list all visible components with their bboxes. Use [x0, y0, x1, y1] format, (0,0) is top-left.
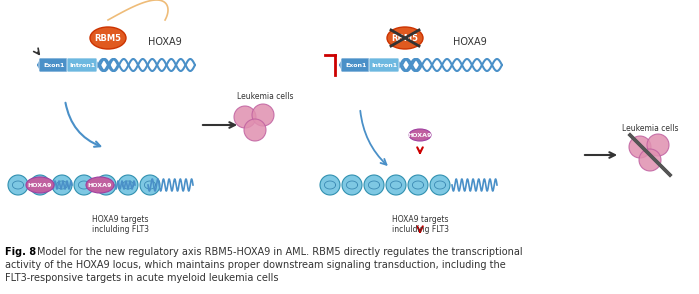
Circle shape	[386, 175, 406, 195]
Text: HOXA9: HOXA9	[408, 133, 432, 138]
Ellipse shape	[86, 177, 114, 193]
Text: Leukemia cells: Leukemia cells	[621, 123, 678, 133]
Circle shape	[320, 175, 340, 195]
Circle shape	[639, 149, 661, 171]
Text: HOXA9 targets: HOXA9 targets	[391, 216, 448, 225]
Circle shape	[140, 175, 160, 195]
Ellipse shape	[90, 27, 126, 49]
Text: inclulding FLT3: inclulding FLT3	[92, 225, 148, 233]
Text: Exon1: Exon1	[43, 63, 65, 68]
Circle shape	[342, 175, 362, 195]
Circle shape	[74, 175, 94, 195]
Text: Fig. 8: Fig. 8	[5, 247, 36, 257]
Text: HOXA9: HOXA9	[88, 183, 112, 188]
Circle shape	[52, 175, 72, 195]
FancyBboxPatch shape	[67, 58, 97, 72]
Text: inclulding FLT3: inclulding FLT3	[391, 225, 449, 233]
Text: RBM5: RBM5	[94, 34, 122, 43]
Circle shape	[252, 104, 274, 126]
Text: FLT3-responsive targets in acute myeloid leukemia cells: FLT3-responsive targets in acute myeloid…	[5, 273, 278, 283]
Text: RBM5: RBM5	[391, 34, 419, 43]
Ellipse shape	[387, 27, 423, 49]
Text: Leukemia cells: Leukemia cells	[237, 91, 294, 101]
Text: Exon1: Exon1	[345, 63, 367, 68]
Circle shape	[244, 119, 266, 141]
Text: Intron1: Intron1	[69, 63, 95, 68]
Circle shape	[8, 175, 28, 195]
Circle shape	[364, 175, 384, 195]
FancyBboxPatch shape	[341, 58, 371, 72]
Text: HOXA9: HOXA9	[453, 37, 487, 47]
Ellipse shape	[26, 177, 54, 193]
Circle shape	[430, 175, 450, 195]
Circle shape	[408, 175, 428, 195]
Circle shape	[118, 175, 138, 195]
Circle shape	[629, 136, 651, 158]
Text: HOXA9 targets: HOXA9 targets	[92, 216, 148, 225]
Circle shape	[30, 175, 50, 195]
Ellipse shape	[409, 129, 431, 141]
Text: Intron1: Intron1	[371, 63, 397, 68]
Text: HOXA9: HOXA9	[28, 183, 52, 188]
FancyBboxPatch shape	[369, 58, 399, 72]
FancyBboxPatch shape	[39, 58, 69, 72]
Circle shape	[96, 175, 116, 195]
Text: activity of the HOXA9 locus, which maintains proper downstream signaling transdu: activity of the HOXA9 locus, which maint…	[5, 260, 506, 270]
Text: HOXA9: HOXA9	[148, 37, 182, 47]
Circle shape	[647, 134, 669, 156]
Text: Model for the new regulatory axis RBM5-HOXA9 in AML. RBM5 directly regulates the: Model for the new regulatory axis RBM5-H…	[37, 247, 523, 257]
Circle shape	[234, 106, 256, 128]
